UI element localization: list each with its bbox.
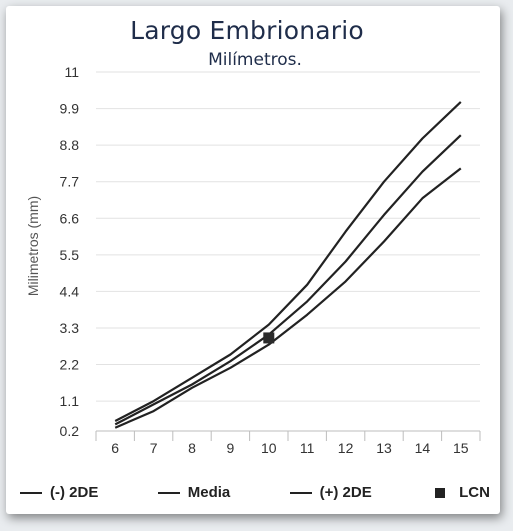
y-tick-label: 11 (64, 64, 79, 80)
y-tick-label: 9.9 (60, 101, 80, 117)
x-tick-label: 15 (453, 440, 469, 456)
y-axis-label: Milimetros (mm) (25, 196, 41, 296)
y-tick-label: 4.4 (60, 283, 80, 299)
y-tick-label: 5.5 (60, 247, 80, 263)
legend-label: (-) 2DE (50, 484, 99, 501)
chart-subtitle: Milímetros. (208, 50, 302, 70)
y-tick-label: 2.2 (60, 357, 80, 373)
x-tick-label: 10 (261, 440, 277, 456)
x-tick-label: 14 (415, 440, 431, 456)
chart-card: Largo Embrionario Milímetros. 0.2 1.1 2.2 3… (6, 6, 500, 514)
series-line-2 (114, 101, 462, 422)
y-tick-label: 0.2 (60, 423, 80, 439)
x-tick-label: 7 (150, 440, 158, 456)
series-line-1 (114, 134, 462, 426)
y-tick-label: 1.1 (60, 393, 80, 409)
x-tick-label: 9 (227, 440, 235, 456)
y-tick-label: 7.7 (60, 174, 80, 190)
legend-line-swatch (289, 491, 312, 494)
legend-label: Media (187, 484, 231, 501)
legend-item-plus-2de: (+) 2DE (289, 484, 372, 501)
x-tick-label: 12 (338, 440, 354, 456)
point-layer (263, 332, 275, 344)
legend-item-minus-2de: (-) 2DE (20, 484, 98, 501)
grid-layer (96, 71, 480, 432)
legend-label: LCN (459, 484, 490, 501)
legend: (-) 2DE Media (+) 2DE LCN (20, 484, 490, 501)
axis-layer: 0.2 1.1 2.2 3.3 4.4 5.5 6.6 7.7 8.8 9.9 11 6 7 8 9 10 11… (60, 64, 481, 456)
series-layer (114, 101, 462, 429)
y-tick-label: 6.6 (60, 210, 80, 226)
legend-item-media: Media (157, 484, 231, 501)
x-tick-label: 13 (376, 440, 392, 456)
legend-line-swatch (157, 491, 180, 494)
x-tick-label: 6 (111, 440, 119, 456)
x-tick-label: 11 (300, 440, 315, 456)
lcn-point-marker (263, 332, 275, 344)
x-tick-label: 8 (188, 440, 196, 456)
legend-line-swatch (20, 491, 42, 494)
legend-square-swatch (435, 487, 446, 498)
legend-item-lcn: LCN (431, 484, 490, 501)
y-tick-label: 3.3 (60, 320, 80, 336)
chart-title: Largo Embrionario (130, 16, 364, 45)
series-line-0 (114, 167, 462, 429)
chart-plot: 0.2 1.1 2.2 3.3 4.4 5.5 6.6 7.7 8.8 9.9 11 6 7 8 9 10 11… (25, 64, 481, 456)
y-tick-label: 8.8 (60, 137, 80, 153)
legend-label: (+) 2DE (319, 484, 372, 501)
